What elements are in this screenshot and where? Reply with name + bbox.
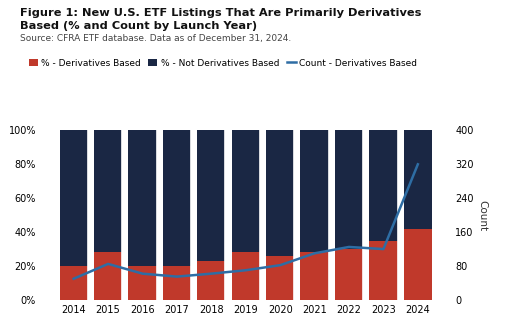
Bar	[59, 266, 88, 300]
Bar	[404, 130, 432, 229]
Line: Count - Derivatives Based: Count - Derivatives Based	[74, 164, 418, 279]
Bar	[163, 130, 191, 266]
Bar	[163, 266, 191, 300]
Count - Derivatives Based	[208, 272, 215, 275]
Bar	[197, 261, 225, 300]
Y-axis label: Count: Count	[478, 200, 488, 231]
Bar	[335, 249, 363, 300]
Bar	[266, 256, 294, 300]
Bar	[404, 229, 432, 300]
Count - Derivatives Based	[243, 268, 249, 272]
Count - Derivatives Based	[346, 245, 352, 249]
Text: Figure 1: New U.S. ETF Listings That Are Primarily Derivatives: Figure 1: New U.S. ETF Listings That Are…	[20, 8, 422, 18]
Bar	[301, 252, 329, 300]
Count - Derivatives Based	[277, 263, 283, 267]
Bar	[369, 241, 397, 300]
Bar	[197, 130, 225, 261]
Count - Derivatives Based	[105, 262, 111, 266]
Text: Source: CFRA ETF database. Data as of December 31, 2024.: Source: CFRA ETF database. Data as of De…	[20, 34, 292, 43]
Bar	[94, 252, 122, 300]
Count - Derivatives Based	[139, 272, 145, 275]
Bar	[59, 130, 88, 266]
Bar	[94, 130, 122, 252]
Bar	[335, 130, 363, 249]
Text: Based (% and Count by Launch Year): Based (% and Count by Launch Year)	[20, 21, 258, 31]
Bar	[266, 130, 294, 256]
Count - Derivatives Based	[174, 274, 180, 278]
Count - Derivatives Based	[380, 247, 387, 251]
Bar	[129, 130, 157, 266]
Count - Derivatives Based	[415, 162, 421, 166]
Bar	[231, 252, 260, 300]
Count - Derivatives Based	[71, 277, 77, 281]
Bar	[231, 130, 260, 252]
Legend: % - Derivatives Based, % - Not Derivatives Based, Count - Derivatives Based: % - Derivatives Based, % - Not Derivativ…	[25, 55, 421, 71]
Bar	[301, 130, 329, 252]
Bar	[129, 266, 157, 300]
Count - Derivatives Based	[311, 251, 317, 255]
Bar	[369, 130, 397, 241]
